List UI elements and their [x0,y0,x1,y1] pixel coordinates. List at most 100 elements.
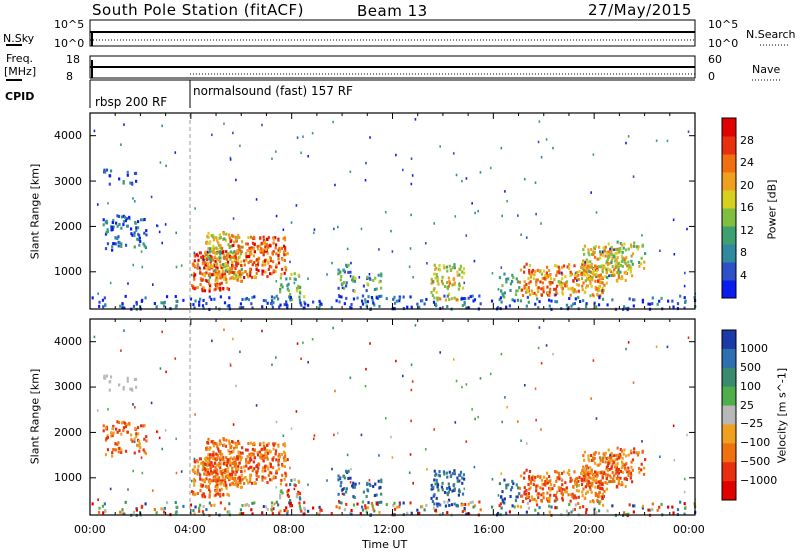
power-cell [253,261,256,265]
power-cell [219,286,222,290]
power-cell [575,290,578,294]
velocity-cell [596,472,599,476]
power-cell [412,276,414,279]
velocity-cell [412,482,414,485]
velocity-cell [300,357,302,361]
power-cell [243,259,246,263]
power-cell [221,272,224,276]
power-cell [629,265,633,269]
velocity-cell [214,441,217,445]
power-cell [281,267,284,271]
power-cell [208,247,212,251]
power-cell [283,303,286,307]
power-cell [535,283,538,287]
velocity-ytick-4000: 4000 [54,335,82,348]
velocity-cell [464,503,467,507]
velocity-cell [505,483,508,487]
velocity-cell [577,495,580,499]
velocity-cell [614,464,618,468]
velocity-cell [555,470,558,474]
power-cell [298,286,301,290]
power-cell [211,247,214,251]
power-cell [557,279,560,283]
velocity-cell [627,341,630,344]
power-cell [473,298,477,302]
velocity-cell [101,504,105,508]
power-cell [465,177,468,180]
power-cell [349,270,352,274]
power-cell [454,215,457,218]
power-cell [224,263,227,267]
velocity-cell [641,506,644,510]
power-cell [530,270,534,274]
power-cell [683,296,686,300]
power-cell [500,300,503,304]
velocity-cell [591,477,595,481]
power-cell [352,279,355,283]
velocity-cell [295,495,298,499]
power-cell [199,283,202,287]
power-cell [542,269,546,273]
power-cell [207,231,210,235]
power-cell [548,274,551,278]
power-cell [214,287,217,291]
velocity-cell [175,505,178,509]
power-cell [562,264,566,268]
velocity-cell [490,505,494,509]
power-cell [631,274,634,278]
velocity-cell [175,437,177,441]
velocity-cell [620,449,624,453]
power-cell [226,270,229,274]
power-cell [299,301,302,305]
power-cell [531,272,534,276]
velocity-cell [250,458,253,462]
power-cell [602,264,605,268]
power-cell [265,242,268,246]
velocity-cell [446,511,449,515]
velocity-cell [339,476,342,480]
velocity-cell [461,385,463,389]
velocity-cell [364,506,367,510]
power-cell [442,264,446,268]
velocity-cell [572,496,575,500]
power-cell [439,297,442,301]
velocity-cell [199,503,202,507]
power-cell [370,295,374,299]
velocity-cell [282,434,285,437]
velocity-cell [345,502,348,506]
velocity-cell [120,432,123,436]
velocity-cell [143,437,146,441]
velocity-cell [227,460,230,464]
velocity-cell [107,408,109,411]
velocity-cell [535,489,538,493]
velocity-cell [211,339,213,343]
velocity-cell [572,508,575,512]
power-cell [210,234,213,238]
velocity-cell [595,417,598,420]
velocity-cell [271,505,274,509]
velocity-cell [210,440,213,444]
power-cell [270,295,274,299]
velocity-cell [518,486,521,490]
velocity-cell [604,460,607,464]
velocity-cell [106,448,110,452]
power-ytick-4000: 4000 [54,129,82,142]
velocity-cell [231,481,234,485]
power-cell [516,289,519,293]
velocity-cell [575,480,578,484]
power-cell [238,255,241,259]
power-cell [294,277,297,281]
velocity-cell [345,469,348,473]
power-cell [247,298,250,302]
power-cell [210,297,213,301]
velocity-cell [273,502,276,506]
velocity-cell [599,479,602,483]
power-cell [541,281,544,285]
velocity-cell [625,454,628,458]
power-cell [456,270,459,274]
colorbar-tick-label: 20 [740,178,754,192]
power-cell [196,262,199,266]
velocity-cell [229,446,232,450]
power-cell [229,156,232,160]
power-cell [525,236,528,239]
